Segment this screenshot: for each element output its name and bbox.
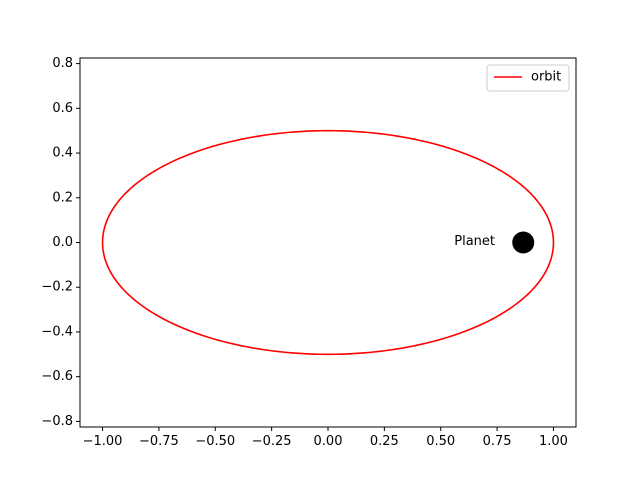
legend-label: orbit	[531, 70, 561, 85]
x-tick-label: −0.75	[139, 434, 179, 449]
y-tick-label: 0.8	[52, 56, 73, 71]
legend-box	[486, 64, 570, 92]
x-tick-label: 0.00	[314, 434, 343, 449]
axes: −1.00 −0.75 −0.50 −0.25 0.00 0.25 0.50 0.75 1.00…	[41, 56, 577, 449]
x-tick-label: 0.75	[483, 434, 512, 449]
planet-annotation: Planet	[454, 234, 495, 249]
planet-point	[512, 231, 535, 254]
y-tick-label: −0.6	[41, 369, 73, 384]
y-tick-label: −0.4	[41, 324, 73, 339]
legend: orbit	[486, 64, 570, 92]
y-tick-label: −0.2	[41, 280, 73, 295]
x-tick-label: −0.25	[252, 434, 292, 449]
y-tick-label: 0.6	[52, 101, 73, 116]
x-tick-label: −0.50	[195, 434, 235, 449]
x-tick-label: 1.00	[539, 434, 568, 449]
x-tick-label: 0.50	[426, 434, 455, 449]
y-tick-label: 0.2	[52, 190, 73, 205]
y-tick-label: 0.0	[52, 235, 73, 250]
y-tick-label: −0.8	[41, 414, 73, 429]
plot-area: Planet	[101, 129, 555, 356]
x-tick-label: 0.25	[370, 434, 399, 449]
series-line-orbit	[101, 129, 555, 356]
y-tick-label: 0.4	[52, 146, 73, 161]
x-tick-label: −1.00	[83, 434, 123, 449]
